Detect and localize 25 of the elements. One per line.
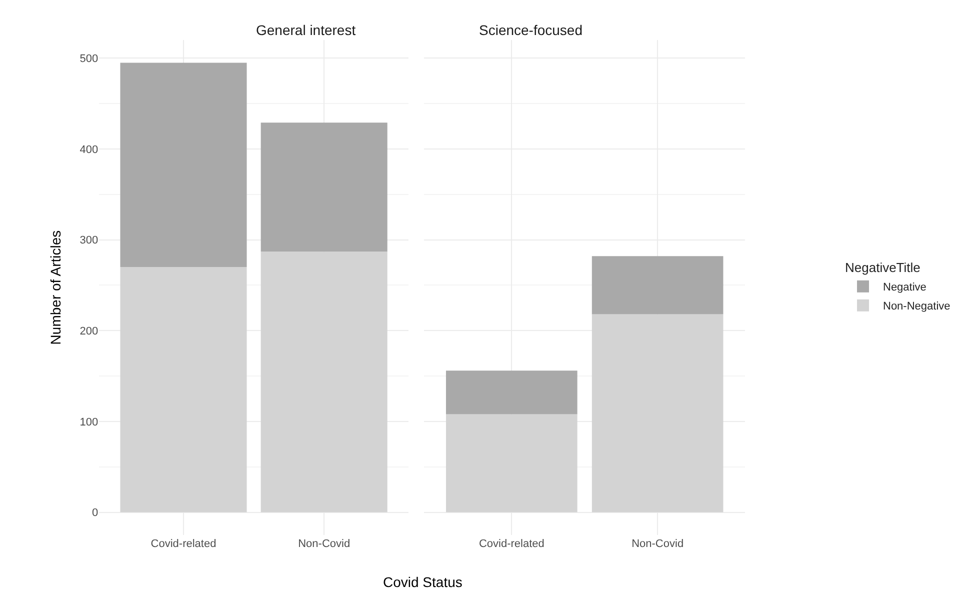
y-tick-label: 0 bbox=[92, 507, 98, 520]
bar bbox=[592, 314, 724, 512]
y-tick-label: 500 bbox=[80, 53, 98, 66]
bar bbox=[260, 122, 388, 252]
bar bbox=[120, 267, 247, 512]
y-tick-label: 400 bbox=[80, 144, 98, 156]
bar bbox=[592, 256, 724, 314]
bar bbox=[446, 370, 578, 414]
y-tick-label: 100 bbox=[80, 416, 98, 428]
legend-title: NegativeTitle bbox=[845, 260, 920, 275]
legend-label: Negative bbox=[883, 282, 926, 294]
chart-title: General interest bbox=[256, 22, 356, 38]
x-axis-title: Covid Status bbox=[383, 574, 462, 590]
y-axis-title: Number of Articles bbox=[47, 230, 64, 345]
bar bbox=[260, 252, 388, 512]
chart-title: Science-focused bbox=[479, 22, 583, 38]
x-tick-label: Covid-related bbox=[478, 538, 544, 550]
bar bbox=[120, 62, 247, 268]
y-tick-label: 200 bbox=[80, 325, 98, 338]
x-tick-label: Covid-related bbox=[150, 538, 216, 550]
legend-label: Non-Negative bbox=[883, 300, 950, 313]
x-tick-label: Non-Covid bbox=[298, 538, 350, 550]
bar bbox=[446, 414, 578, 512]
x-tick-label: Non-Covid bbox=[632, 538, 684, 550]
y-tick-label: 300 bbox=[80, 234, 98, 247]
